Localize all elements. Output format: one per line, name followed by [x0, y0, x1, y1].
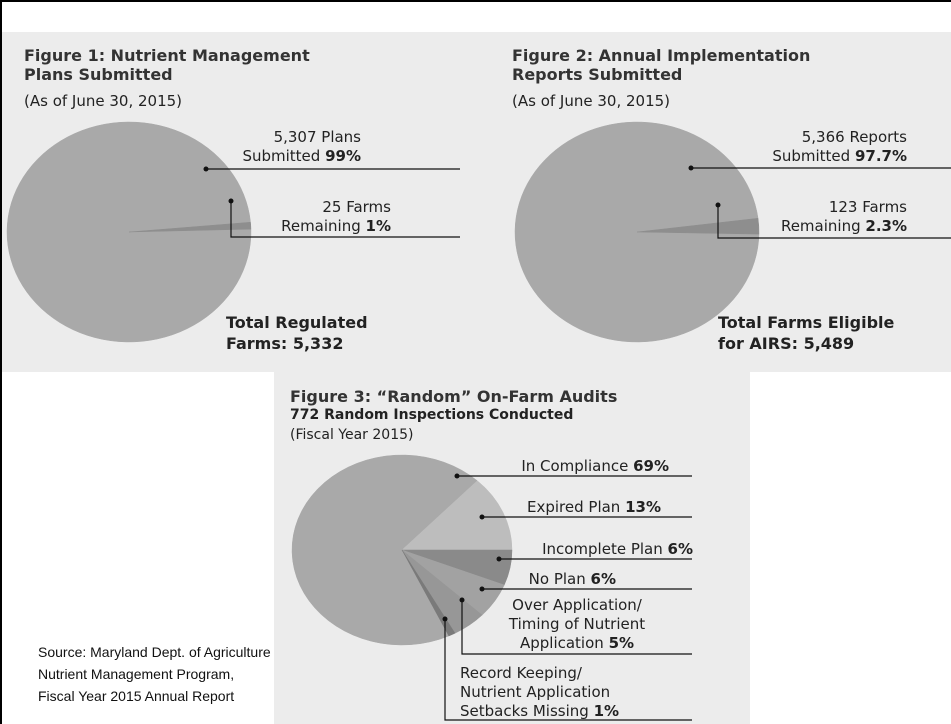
- slice-value-label: 5%: [608, 634, 635, 652]
- leader-line: [717, 205, 951, 239]
- leader-dot: [442, 616, 448, 622]
- slice-value-label: 1%: [593, 702, 620, 720]
- slice-label: Over Application/ Timing of Nutrient App…: [472, 596, 682, 653]
- slice-label: 5,307 Plans Submitted 99%: [161, 128, 361, 166]
- leader-dot: [688, 165, 694, 171]
- leader-dot: [203, 166, 209, 172]
- slice-value-label: 97.7%: [854, 147, 907, 165]
- slice-label: Expired Plan 13%: [361, 498, 661, 517]
- slice-category: 5,307 Plans Submitted: [242, 128, 361, 165]
- slice-label: 25 Farms Remaining 1%: [191, 198, 391, 236]
- pie-slice: [401, 549, 456, 637]
- slice-category: Over Application/ Timing of Nutrient App…: [508, 596, 646, 652]
- slice-label: Incomplete Plan 6%: [393, 540, 693, 559]
- slice-category: Expired Plan: [527, 498, 621, 516]
- slice-value-label: 99%: [325, 147, 361, 165]
- slice-category: 5,366 Reports Submitted: [772, 128, 907, 165]
- leader-dot: [454, 473, 460, 479]
- chart-subtitle: 772 Random Inspections Conducted: [290, 407, 574, 423]
- pie-slice: [291, 454, 478, 646]
- leader-dot: [479, 514, 485, 520]
- slice-value-label: 69%: [633, 457, 669, 475]
- chart-note: (Fiscal Year 2015): [290, 427, 414, 443]
- source-line: Nutrient Management Program,: [38, 666, 235, 682]
- leader-line: [230, 201, 460, 238]
- pie-slice: [401, 480, 513, 551]
- chart-title: Figure 3: “Random” On-Farm Audits: [290, 387, 618, 406]
- leader-dot: [479, 586, 485, 592]
- slice-label: In Compliance 69%: [369, 457, 669, 476]
- chart-subtitle: (As of June 30, 2015): [24, 92, 183, 110]
- slice-category: No Plan: [528, 570, 586, 588]
- source-line: Fiscal Year 2015 Annual Report: [38, 688, 235, 704]
- leader-dot: [459, 597, 465, 603]
- pie-slice: [636, 217, 760, 235]
- leader-line: [444, 619, 692, 721]
- slice-label: Record Keeping/ Nutrient Application Set…: [460, 664, 690, 721]
- slice-label: No Plan 6%: [316, 570, 616, 589]
- slice-value-label: 1%: [365, 217, 391, 235]
- slice-category: 123 Farms Remaining: [780, 198, 907, 235]
- slice-value-label: 6%: [667, 540, 693, 558]
- slice-value-label: 13%: [625, 498, 661, 516]
- slice-category: In Compliance: [521, 457, 629, 475]
- leader-dot: [228, 198, 234, 204]
- leader-dot: [496, 556, 502, 562]
- chart-annotation: Total Farms Eligible for AIRS: 5,489: [718, 313, 895, 353]
- chart-title: Figure 2: Annual Implementation Reports …: [512, 46, 811, 84]
- chart-subtitle: (As of June 30, 2015): [512, 92, 671, 110]
- slice-value-label: 2.3%: [865, 217, 907, 235]
- slice-label: 5,366 Reports Submitted 97.7%: [687, 128, 907, 166]
- leader-line: [461, 600, 692, 655]
- slice-category: Incomplete Plan: [542, 540, 663, 558]
- slice-value-label: 6%: [590, 570, 616, 588]
- chart-title: Figure 1: Nutrient Management Plans Subm…: [24, 46, 310, 84]
- slice-category: Record Keeping/ Nutrient Application Set…: [460, 664, 611, 720]
- leader-dot: [715, 202, 721, 208]
- pie-slice: [128, 221, 252, 233]
- slice-label: 123 Farms Remaining 2.3%: [687, 198, 907, 236]
- chart-annotation: Total Regulated Farms: 5,332: [226, 313, 368, 353]
- slice-category: 25 Farms Remaining: [281, 198, 391, 235]
- source-line: Source: Maryland Dept. of Agriculture: [38, 644, 271, 660]
